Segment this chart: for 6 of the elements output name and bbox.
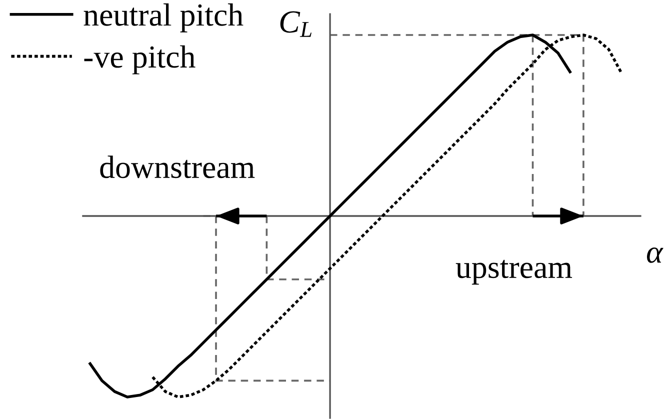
y-axis-title: C$_{L}$	[280, 11, 312, 37]
legend-label: -ve pitch	[84, 45, 196, 74]
x-axis-title: α	[646, 247, 664, 263]
annotation: downstream	[100, 156, 255, 178]
annotation: upstream	[456, 260, 572, 285]
legend-label: neutral pitch	[84, 3, 244, 32]
